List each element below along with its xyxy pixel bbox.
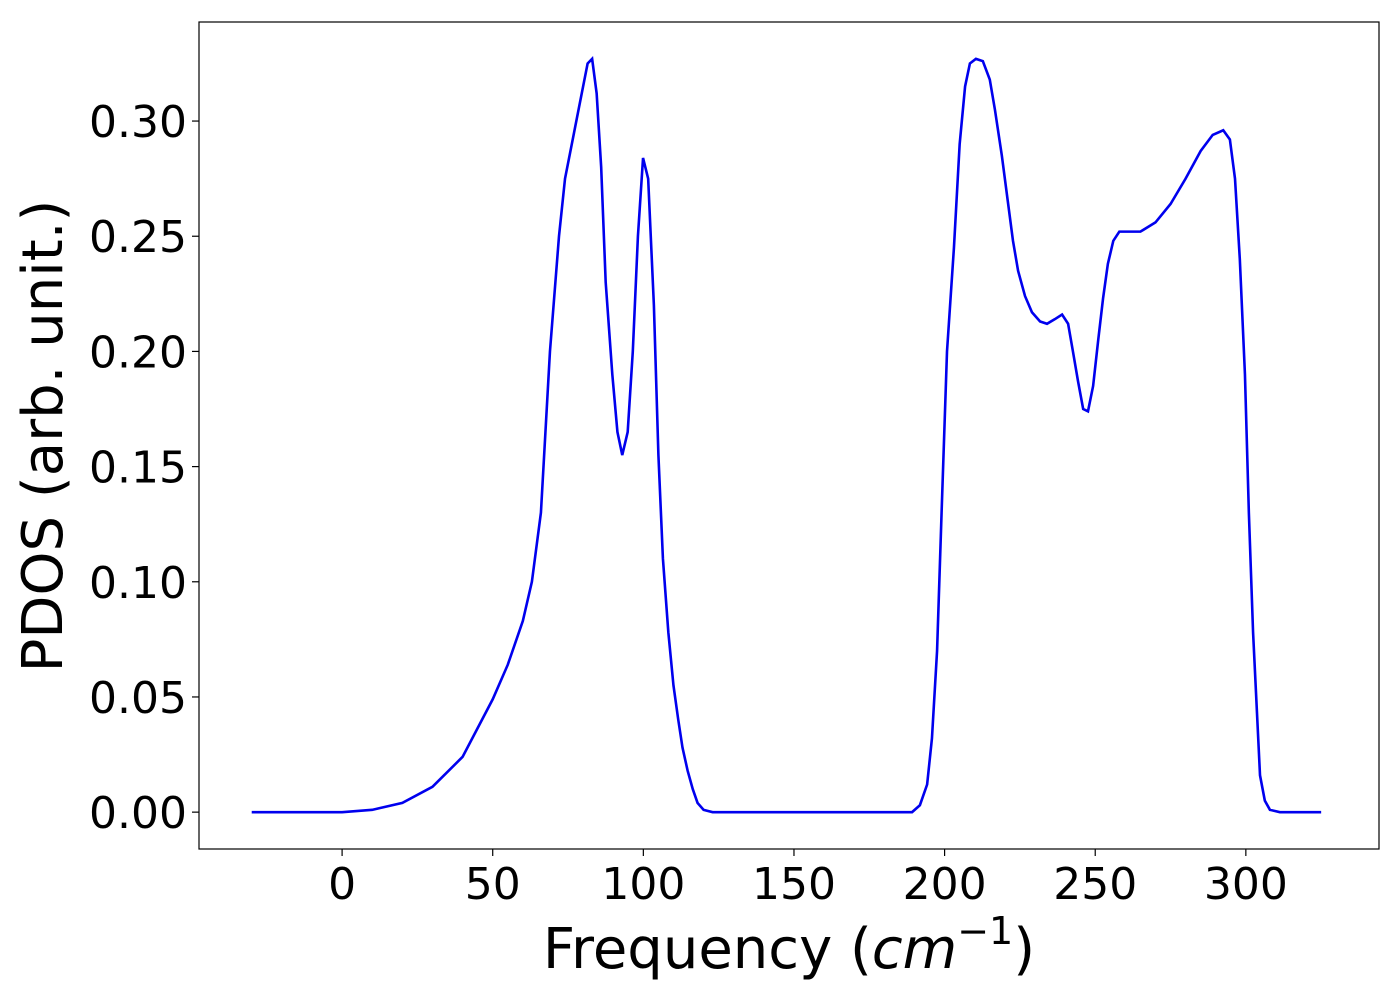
x-tick-label: 300 — [1204, 859, 1288, 910]
x-tick-label: 50 — [465, 859, 521, 910]
y-tick-label: 0.10 — [89, 558, 187, 609]
y-tick-label: 0.00 — [89, 788, 187, 839]
x-tick-label: 150 — [752, 859, 836, 910]
y-tick-label: 0.15 — [89, 443, 187, 494]
x-tick-label: 200 — [903, 859, 987, 910]
data-line — [251, 56, 1322, 814]
x-tick-label: 100 — [601, 859, 685, 910]
x-tick-label: 250 — [1053, 859, 1137, 910]
y-tick-label: 0.20 — [89, 327, 187, 378]
x-axis-label: Frequency (cm−1) — [543, 909, 1035, 982]
y-axis-label: PDOS (arb. unit.) — [11, 200, 76, 673]
x-tick-label: 0 — [328, 859, 356, 910]
y-tick-label: 0.25 — [89, 212, 187, 263]
y-tick-label: 0.05 — [89, 673, 187, 724]
plot-frame — [198, 21, 1380, 850]
y-tick-label: 0.30 — [89, 97, 187, 148]
